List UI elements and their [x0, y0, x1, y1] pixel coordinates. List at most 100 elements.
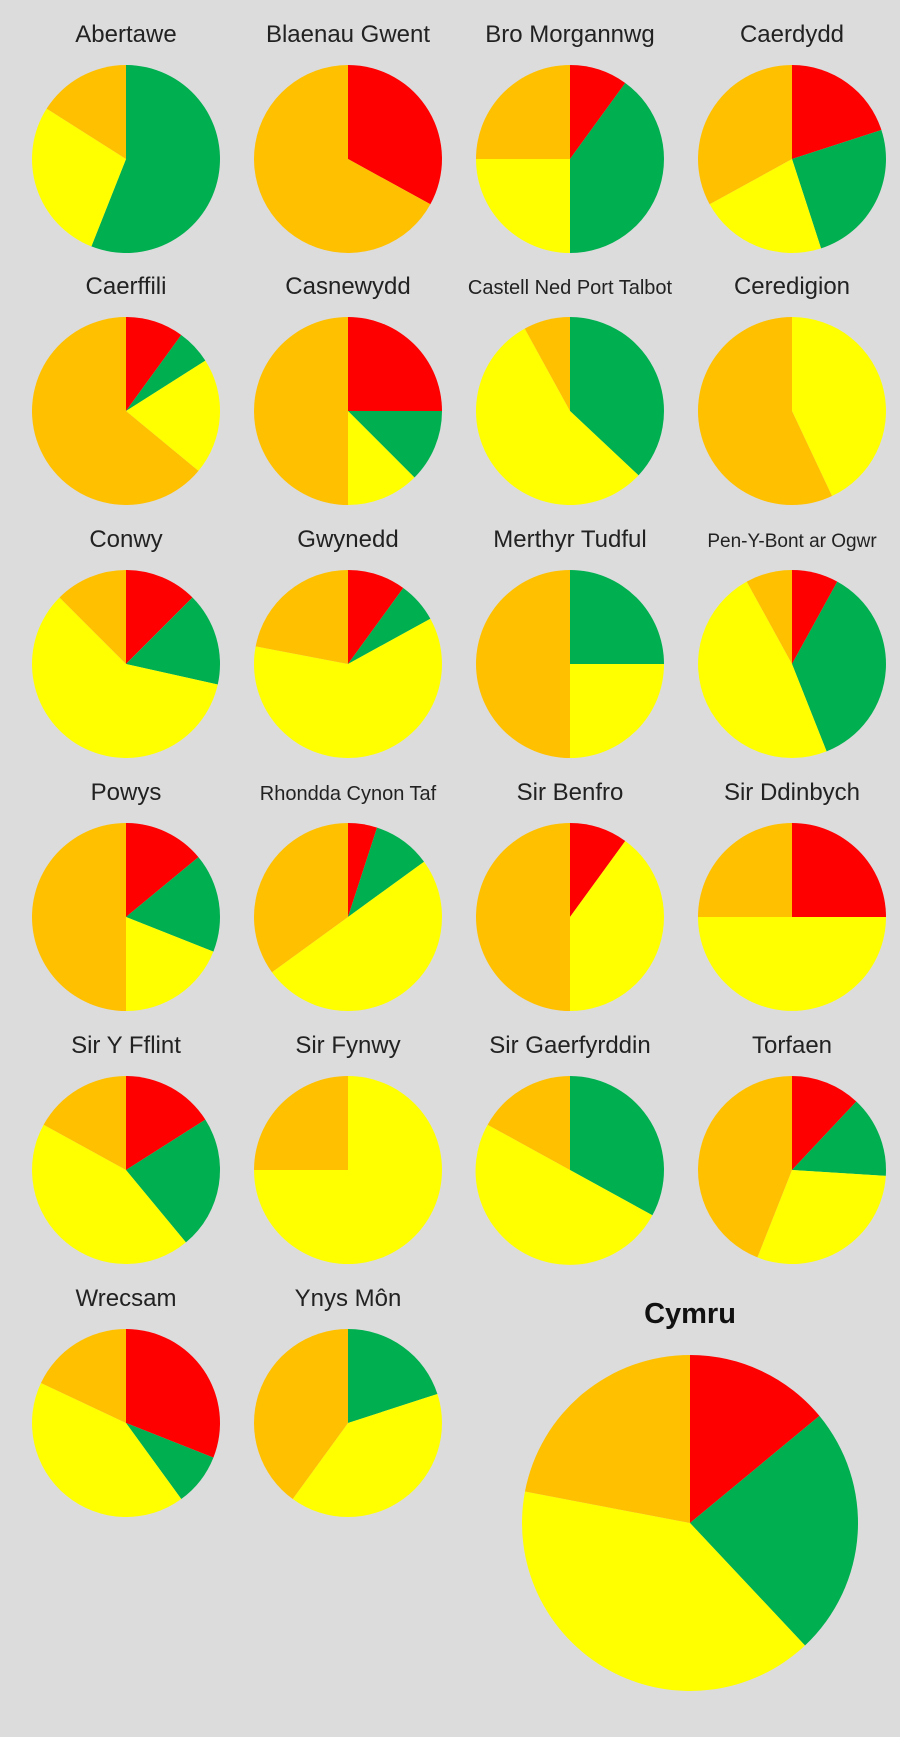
- pie-cymru-slice-green: [690, 1415, 859, 1646]
- pie-conwy-slice-red: [126, 569, 193, 664]
- pie-rhondda-cynon-taf-slice-red: [348, 823, 378, 917]
- pie-title-sir-y-fflint: Sir Y Fflint: [71, 1032, 181, 1059]
- pie-castell-ned-port-talbot: Castell Ned Port Talbot: [468, 277, 673, 506]
- pie-caerffili-slice-orange: [32, 317, 199, 505]
- pie-title-wrecsam: Wrecsam: [76, 1285, 177, 1312]
- pie-sir-benfro-slice-yellow: [570, 840, 665, 1011]
- pie-title-cymru: Cymru: [644, 1298, 736, 1330]
- pie-title-torfaen: Torfaen: [752, 1032, 832, 1059]
- pie-castell-ned-port-talbot-slice-orange: [524, 317, 570, 411]
- pie-torfaen-slice-orange: [698, 1076, 792, 1258]
- pie-powys: Powys: [32, 779, 221, 1011]
- pie-sir-y-fflint: Sir Y Fflint: [32, 1032, 221, 1264]
- pie-gwynedd: Gwynedd: [253, 526, 442, 759]
- pie-bro-morgannwg-slice-orange: [476, 65, 570, 159]
- pie-title-castell-ned-port-talbot: Castell Ned Port Talbot: [468, 277, 673, 299]
- pie-sir-y-fflint-slice-yellow: [32, 1124, 186, 1264]
- pie-ynys-mon-slice-yellow: [292, 1393, 443, 1518]
- pie-sir-y-fflint-slice-orange: [43, 1076, 126, 1170]
- pie-title-blaenau-gwent: Blaenau Gwent: [266, 21, 430, 48]
- pie-rhondda-cynon-taf-slice-yellow: [271, 861, 443, 1012]
- pie-sir-ddinbych-slice-yellow: [698, 917, 886, 1011]
- pie-merthyr-tudful-slice-yellow: [570, 664, 664, 758]
- pie-wrecsam-slice-red: [126, 1329, 220, 1458]
- pie-ynys-mon-slice-orange: [253, 1329, 348, 1500]
- pie-pen-y-bont-ar-ogwr-slice-yellow: [698, 581, 827, 758]
- pie-sir-gaerfyrddin-slice-yellow: [475, 1124, 653, 1265]
- pie-cymru-slice-yellow: [522, 1491, 805, 1691]
- pie-caerdydd-slice-green: [792, 129, 887, 249]
- pie-wrecsam: Wrecsam: [32, 1285, 220, 1517]
- pie-abertawe-slice-green: [91, 65, 221, 254]
- pie-title-abertawe: Abertawe: [75, 21, 176, 48]
- pie-sir-ddinbych-slice-red: [792, 823, 886, 917]
- pie-bro-morgannwg-slice-green: [570, 82, 665, 253]
- pie-title-pen-y-bont-ar-ogwr: Pen-Y-Bont ar Ogwr: [707, 531, 877, 552]
- pie-abertawe-slice-orange: [46, 65, 126, 159]
- pie-title-casnewydd: Casnewydd: [285, 273, 410, 300]
- pie-pen-y-bont-ar-ogwr-slice-red: [792, 570, 838, 664]
- pie-gwynedd-slice-green: [348, 587, 431, 664]
- pie-title-sir-ddinbych: Sir Ddinbych: [724, 779, 860, 806]
- pie-conwy-slice-green: [126, 597, 221, 685]
- pie-caerdydd: Caerdydd: [698, 21, 887, 253]
- pie-bro-morgannwg: Bro Morgannwg: [476, 21, 665, 253]
- pie-title-ceredigion: Ceredigion: [734, 273, 850, 300]
- pie-sir-benfro: Sir Benfro: [476, 779, 665, 1011]
- pie-sir-ddinbych-slice-orange: [698, 823, 792, 917]
- pie-wrecsam-slice-yellow: [32, 1382, 182, 1517]
- pie-conwy-slice-orange: [59, 569, 126, 664]
- pie-caerdydd-slice-yellow: [709, 159, 822, 253]
- pie-caerffili: Caerffili: [32, 273, 221, 505]
- pie-sir-gaerfyrddin-slice-orange: [487, 1076, 570, 1170]
- pie-title-sir-gaerfyrddin: Sir Gaerfyrddin: [489, 1032, 650, 1059]
- pie-sir-gaerfyrddin: Sir Gaerfyrddin: [475, 1032, 664, 1265]
- pie-sir-fynwy-slice-orange: [254, 1076, 348, 1170]
- pie-blaenau-gwent-slice-orange: [253, 65, 431, 254]
- pie-title-powys: Powys: [91, 779, 162, 806]
- pie-title-gwynedd: Gwynedd: [297, 526, 398, 553]
- pie-caerffili-slice-green: [126, 334, 206, 411]
- pie-powys-slice-yellow: [126, 917, 214, 1011]
- pie-title-conwy: Conwy: [89, 526, 162, 553]
- pie-sir-benfro-slice-red: [570, 823, 626, 917]
- pie-ceredigion-slice-orange: [697, 317, 833, 505]
- pie-bro-morgannwg-slice-red: [570, 65, 626, 159]
- pie-abertawe: Abertawe: [31, 21, 221, 254]
- pie-sir-fynwy: Sir Fynwy: [254, 1032, 442, 1264]
- pie-sir-benfro-slice-orange: [476, 823, 570, 1011]
- pie-cymru: Cymru: [522, 1298, 859, 1691]
- pie-casnewydd-slice-green: [348, 411, 442, 478]
- pie-sir-gaerfyrddin-slice-green: [570, 1076, 664, 1216]
- pie-bro-morgannwg-slice-yellow: [476, 159, 570, 253]
- pie-rhondda-cynon-taf-slice-green: [348, 827, 425, 917]
- pie-gwynedd-slice-orange: [255, 570, 348, 664]
- pie-abertawe-slice-yellow: [31, 108, 126, 247]
- pie-title-sir-fynwy: Sir Fynwy: [295, 1032, 400, 1059]
- pie-sir-y-fflint-slice-green: [126, 1119, 221, 1243]
- pie-wrecsam-slice-orange: [40, 1329, 127, 1423]
- pie-cymru-slice-red: [690, 1355, 820, 1523]
- pie-sir-ddinbych: Sir Ddinbych: [698, 779, 886, 1011]
- pie-pen-y-bont-ar-ogwr-slice-green: [792, 581, 886, 752]
- pie-rhondda-cynon-taf-slice-orange: [253, 823, 348, 973]
- pie-casnewydd-slice-yellow: [348, 411, 415, 505]
- pie-casnewydd-slice-orange: [254, 317, 348, 505]
- pie-pen-y-bont-ar-ogwr: Pen-Y-Bont ar Ogwr: [698, 531, 886, 758]
- pie-merthyr-tudful-slice-orange: [476, 570, 570, 758]
- pie-torfaen-slice-green: [792, 1101, 886, 1176]
- pie-cymru-slice-orange: [524, 1355, 690, 1523]
- pie-title-caerffili: Caerffili: [86, 273, 167, 300]
- pie-wrecsam-slice-green: [126, 1423, 214, 1500]
- pie-castell-ned-port-talbot-slice-green: [570, 317, 664, 476]
- pie-title-merthyr-tudful: Merthyr Tudful: [493, 526, 646, 553]
- pie-conwy: Conwy: [32, 526, 221, 758]
- pie-caerffili-slice-red: [126, 317, 182, 411]
- pie-title-rhondda-cynon-taf: Rhondda Cynon Taf: [260, 783, 437, 805]
- pie-casnewydd-slice-red: [348, 317, 442, 411]
- pie-merthyr-tudful-slice-green: [570, 570, 664, 664]
- pie-title-caerdydd: Caerdydd: [740, 21, 844, 48]
- pie-conwy-slice-yellow: [32, 597, 218, 758]
